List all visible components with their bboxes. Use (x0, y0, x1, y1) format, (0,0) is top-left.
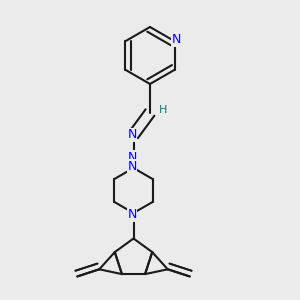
Text: N: N (127, 208, 137, 221)
Text: H: H (159, 105, 168, 115)
Text: N: N (127, 160, 137, 173)
Text: N: N (172, 33, 181, 46)
Text: N: N (127, 128, 137, 142)
Text: N: N (127, 151, 137, 164)
